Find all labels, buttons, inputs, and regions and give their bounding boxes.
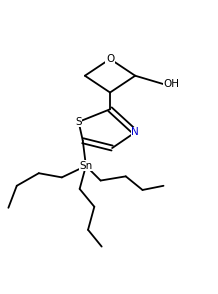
Text: S: S <box>75 117 82 127</box>
Text: OH: OH <box>164 79 179 89</box>
Text: N: N <box>131 127 139 137</box>
Text: Sn: Sn <box>79 161 93 171</box>
Text: O: O <box>106 54 114 64</box>
